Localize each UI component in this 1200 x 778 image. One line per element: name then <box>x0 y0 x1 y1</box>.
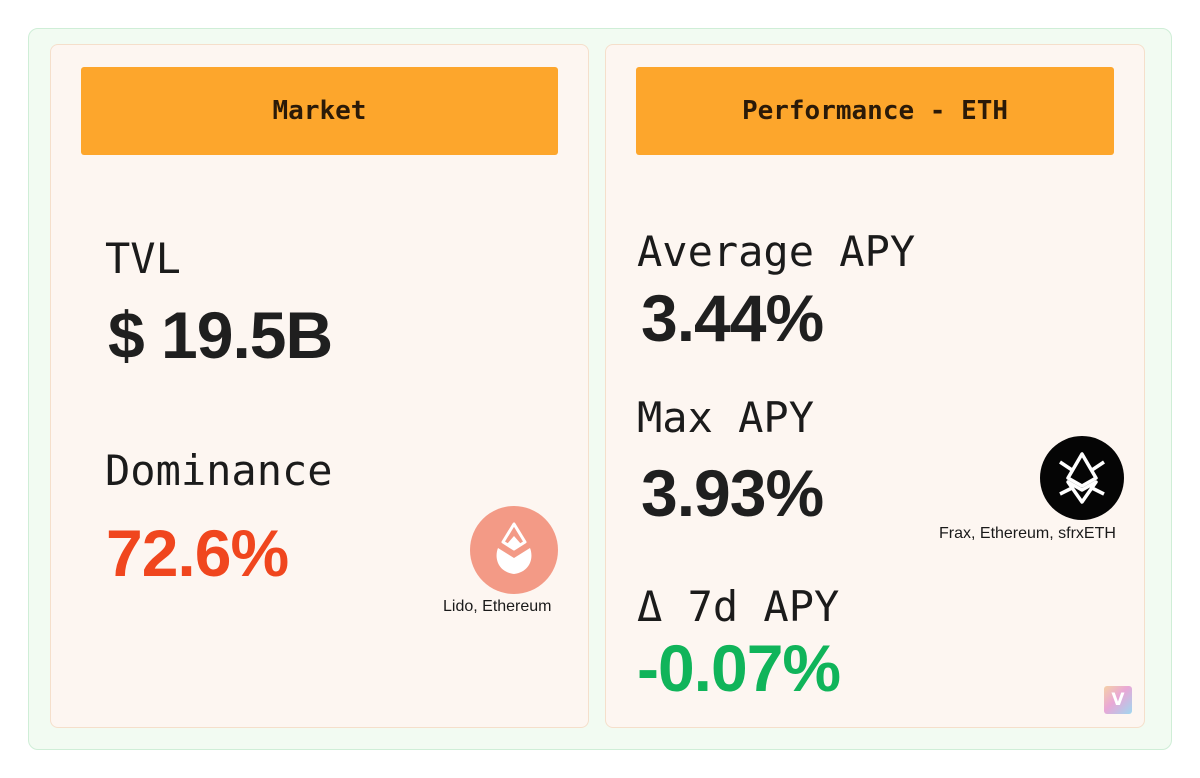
average-apy-value: 3.44% <box>641 281 824 355</box>
dominance-value: 72.6% <box>106 516 289 590</box>
max-apy-value: 3.93% <box>641 456 824 530</box>
brand-v-icon: V <box>1104 686 1132 714</box>
dominance-protocol-caption: Lido, Ethereum <box>443 598 552 615</box>
market-card: Market TVL $ 19.5B Dominance 72.6% Lido,… <box>50 44 589 728</box>
frax-eth-icon <box>1040 436 1124 520</box>
lido-drop-icon <box>470 506 558 594</box>
performance-header: Performance - ETH <box>636 67 1114 155</box>
dominance-label: Dominance <box>105 446 333 495</box>
delta-7d-apy-label: Δ 7d APY <box>637 582 840 631</box>
max-apy-protocol-caption: Frax, Ethereum, sfrxETH <box>939 525 1116 542</box>
tvl-label: TVL <box>105 234 181 283</box>
max-apy-label: Max APY <box>637 393 815 442</box>
performance-card: Performance - ETH Average APY 3.44% Max … <box>605 44 1145 728</box>
average-apy-label: Average APY <box>637 227 916 276</box>
delta-7d-apy-value: -0.07% <box>637 631 841 705</box>
market-header: Market <box>81 67 558 155</box>
tvl-value: $ 19.5B <box>108 298 333 372</box>
